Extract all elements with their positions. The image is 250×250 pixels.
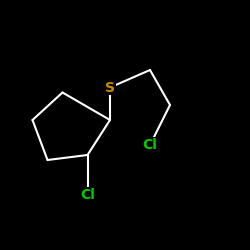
Text: Cl: Cl [80,188,95,202]
Text: Cl: Cl [142,138,158,152]
Text: S: S [105,80,115,94]
